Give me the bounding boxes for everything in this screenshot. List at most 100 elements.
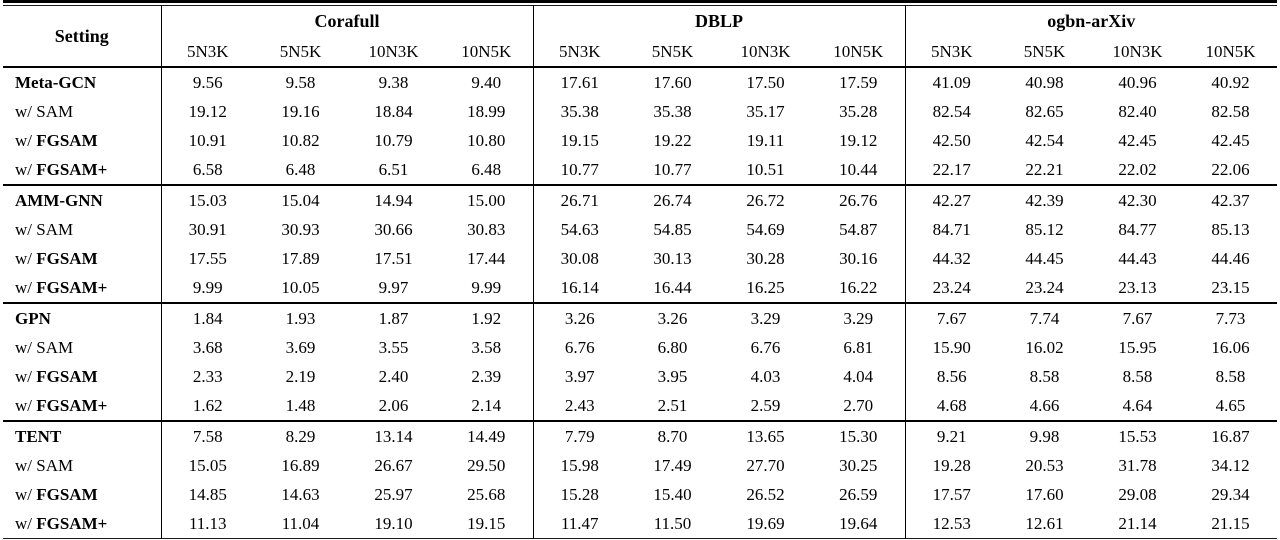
value-cell: 3.55 bbox=[378, 337, 409, 357]
value-cell: 2.06 bbox=[378, 395, 409, 415]
value-cell: 35.28 bbox=[839, 101, 878, 121]
value-cell: 7.74 bbox=[1029, 308, 1060, 328]
value-cell: 23.13 bbox=[1118, 277, 1157, 297]
setting-prefix: w/ bbox=[15, 159, 37, 179]
value-cell: 10.82 bbox=[281, 130, 320, 150]
value-cell: 14.85 bbox=[160, 480, 254, 509]
value-cell: 30.83 bbox=[467, 219, 506, 239]
setting-prefix: w/ bbox=[15, 513, 37, 533]
value-cell: 17.61 bbox=[532, 67, 626, 97]
setting-prefix: w/ bbox=[15, 101, 37, 121]
value-cell: 15.03 bbox=[160, 185, 254, 215]
value-cell: 82.58 bbox=[1211, 101, 1250, 121]
setting-name: FGSAM bbox=[36, 130, 98, 150]
value-cell: 10.80 bbox=[467, 130, 506, 150]
value-cell: 15.95 bbox=[1118, 337, 1157, 357]
setting-prefix: w/ bbox=[15, 395, 37, 415]
setting-prefix: w/ bbox=[15, 219, 37, 239]
table-row: w/ FGSAM 2.33 2.19 2.40 2.39 3.97 3.95 4.03 4.04… bbox=[3, 362, 1277, 391]
value-cell: 6.76 bbox=[750, 337, 781, 357]
value-cell: 34.12 bbox=[1211, 455, 1250, 475]
value-cell: 11.04 bbox=[281, 513, 320, 533]
value-cell: 44.46 bbox=[1211, 248, 1250, 268]
value-cell: 8.29 bbox=[285, 426, 316, 446]
value-cell: 19.12 bbox=[160, 97, 254, 126]
setting-name: SAM bbox=[36, 219, 74, 239]
setting-label: w/ SAM bbox=[3, 215, 161, 244]
col-header: 5N5K bbox=[279, 41, 322, 61]
value-cell: 22.06 bbox=[1211, 159, 1250, 179]
value-cell: 3.97 bbox=[532, 362, 626, 391]
value-cell: 7.67 bbox=[904, 303, 998, 333]
value-cell: 2.14 bbox=[471, 395, 502, 415]
value-cell: 4.03 bbox=[750, 366, 781, 386]
value-cell: 42.54 bbox=[1025, 130, 1064, 150]
table-row: w/ FGSAM+ 9.99 10.05 9.97 9.99 16.14 16.44 16.2… bbox=[3, 273, 1277, 303]
setting-label: w/ SAM bbox=[3, 97, 161, 126]
value-cell: 19.28 bbox=[904, 451, 998, 480]
value-cell: 1.84 bbox=[160, 303, 254, 333]
value-cell: 9.98 bbox=[1029, 426, 1060, 446]
value-cell: 82.65 bbox=[1025, 101, 1064, 121]
value-cell: 10.91 bbox=[160, 126, 254, 155]
group-header-corafull: Corafull bbox=[160, 5, 533, 37]
value-cell: 15.98 bbox=[532, 451, 626, 480]
value-cell: 17.59 bbox=[839, 72, 878, 92]
value-cell: 19.11 bbox=[746, 130, 785, 150]
value-cell: 1.92 bbox=[471, 308, 502, 328]
value-cell: 3.29 bbox=[750, 308, 781, 328]
value-cell: 2.51 bbox=[657, 395, 688, 415]
setting-label: w/ FGSAM bbox=[3, 126, 161, 155]
col-header: 5N3K bbox=[160, 37, 254, 67]
setting-prefix: w/ bbox=[15, 455, 37, 475]
value-cell: 30.93 bbox=[281, 219, 320, 239]
value-cell: 9.40 bbox=[471, 72, 502, 92]
value-cell: 9.58 bbox=[285, 72, 316, 92]
value-cell: 27.70 bbox=[746, 455, 785, 475]
value-cell: 10.51 bbox=[746, 159, 785, 179]
setting-label: Meta-GCN bbox=[3, 67, 161, 97]
value-cell: 16.87 bbox=[1211, 426, 1250, 446]
value-cell: 31.78 bbox=[1118, 455, 1157, 475]
method-block: Meta-GCN 9.56 9.58 9.38 9.40 17.61 17.60 17.50 1… bbox=[3, 67, 1277, 185]
table-row: w/ FGSAM+ 11.13 11.04 19.10 19.15 11.47 11.50 1… bbox=[3, 509, 1277, 539]
col-header: 5N3K bbox=[904, 37, 998, 67]
value-cell: 54.85 bbox=[653, 219, 692, 239]
value-cell: 8.70 bbox=[657, 426, 688, 446]
table-row: TENT 7.58 8.29 13.14 14.49 7.79 8.70 13.65 15.30… bbox=[3, 421, 1277, 451]
value-cell: 16.44 bbox=[653, 277, 692, 297]
value-cell: 3.68 bbox=[160, 333, 254, 362]
setting-prefix: w/ bbox=[15, 248, 37, 268]
value-cell: 26.67 bbox=[374, 455, 413, 475]
value-cell: 17.49 bbox=[653, 455, 692, 475]
value-cell: 17.55 bbox=[160, 244, 254, 273]
value-cell: 85.13 bbox=[1211, 219, 1250, 239]
setting-name: SAM bbox=[36, 455, 74, 475]
value-cell: 3.29 bbox=[843, 308, 874, 328]
setting-label: w/ FGSAM bbox=[3, 244, 161, 273]
value-cell: 15.00 bbox=[467, 190, 506, 210]
value-cell: 16.89 bbox=[281, 455, 320, 475]
value-cell: 19.22 bbox=[653, 130, 692, 150]
table-row: w/ FGSAM+ 6.58 6.48 6.51 6.48 10.77 10.77 10.51… bbox=[3, 155, 1277, 185]
value-cell: 35.17 bbox=[746, 101, 785, 121]
value-cell: 22.21 bbox=[1025, 159, 1064, 179]
value-cell: 42.45 bbox=[1211, 130, 1250, 150]
table-row: w/ FGSAM+ 1.62 1.48 2.06 2.14 2.43 2.51 2.59 2.7… bbox=[3, 391, 1277, 421]
value-cell: 10.05 bbox=[281, 277, 320, 297]
table-row: AMM-GNN 15.03 15.04 14.94 15.00 26.71 26.74 26.… bbox=[3, 185, 1277, 215]
value-cell: 30.66 bbox=[374, 219, 413, 239]
value-cell: 54.69 bbox=[746, 219, 785, 239]
value-cell: 6.58 bbox=[160, 155, 254, 185]
setting-name: FGSAM bbox=[36, 366, 98, 386]
table-row: w/ SAM 15.05 16.89 26.67 29.50 15.98 17.49 27.7… bbox=[3, 451, 1277, 480]
value-cell: 8.58 bbox=[1029, 366, 1060, 386]
value-cell: 4.04 bbox=[843, 366, 874, 386]
value-cell: 1.93 bbox=[285, 308, 316, 328]
setting-name: GPN bbox=[15, 308, 51, 328]
value-cell: 15.40 bbox=[653, 484, 692, 504]
setting-label: w/ FGSAM+ bbox=[3, 391, 161, 421]
value-cell: 17.57 bbox=[904, 480, 998, 509]
value-cell: 17.60 bbox=[653, 72, 692, 92]
setting-label: w/ FGSAM+ bbox=[3, 273, 161, 303]
